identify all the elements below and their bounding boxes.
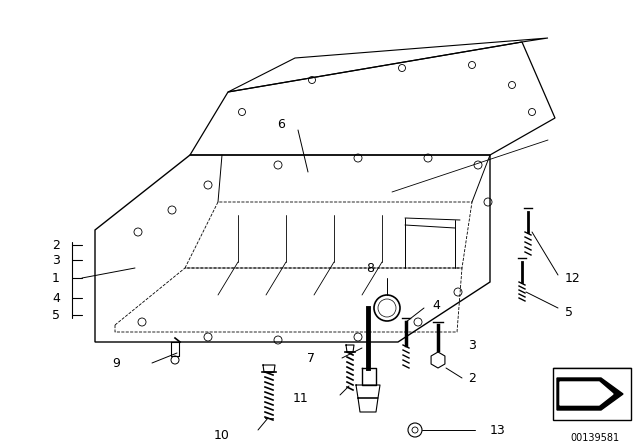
Text: 7: 7 — [307, 352, 315, 365]
Polygon shape — [557, 378, 623, 410]
Text: 00139581: 00139581 — [570, 433, 620, 443]
Bar — [553, 368, 631, 420]
Text: 10: 10 — [214, 428, 230, 441]
Text: 12: 12 — [565, 271, 580, 284]
Text: 1: 1 — [52, 271, 60, 284]
Text: 13: 13 — [490, 423, 506, 436]
Text: 3: 3 — [52, 254, 60, 267]
Text: 4: 4 — [52, 292, 60, 305]
Text: 8: 8 — [366, 262, 374, 275]
Text: 3: 3 — [468, 339, 476, 352]
Text: 5: 5 — [565, 306, 573, 319]
Text: 5: 5 — [52, 309, 60, 322]
Text: 11: 11 — [292, 392, 308, 405]
Text: 2: 2 — [468, 371, 476, 384]
Polygon shape — [560, 382, 613, 405]
Text: 6: 6 — [277, 117, 285, 130]
Text: 2: 2 — [52, 238, 60, 251]
Text: 9: 9 — [112, 357, 120, 370]
Text: 4: 4 — [432, 298, 440, 311]
